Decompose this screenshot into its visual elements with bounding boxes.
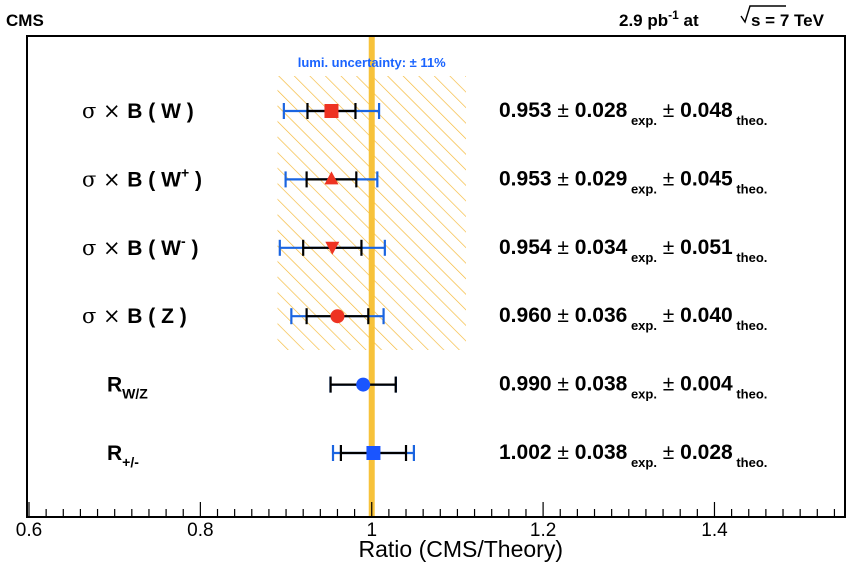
lumi-uncertainty-band [277,37,466,516]
lumi-uncertainty-label: lumi. uncertainty: ± 11% [298,55,446,70]
lumi-value: 2.9 pb [619,11,668,30]
row-label: σ × B ( W- ) [82,233,198,260]
unity-line [369,37,375,516]
measurement-row: RW/Z 0.990 ± 0.038 exp. ± 0.004 theo. [107,373,767,402]
row-result: 0.960 ± 0.036 exp. ± 0.040 theo. [499,304,767,333]
x-axis-label: Ratio (CMS/Theory) [359,536,563,562]
data-point-square [324,104,338,118]
row-label: RW/Z [107,374,148,402]
lumi-exponent: -1 [668,8,679,22]
lumi-at: at [679,11,704,30]
row-label: σ × B ( W ) [82,99,194,123]
row-result: 0.990 ± 0.038 exp. ± 0.004 theo. [499,373,767,402]
energy-value: s = 7 TeV [751,11,825,30]
lumi-energy-label: 2.9 pb-1 at s = 7 TeV [619,6,825,30]
measurement-row: R+/- 1.002 ± 0.038 exp. ± 0.028 theo. [107,441,767,470]
row-result: 0.954 ± 0.034 exp. ± 0.051 theo. [499,236,767,265]
row-label: σ × B ( Z ) [82,304,187,328]
x-tick-label: 1.4 [701,520,728,541]
data-point-circle [356,378,370,392]
row-label: σ × B ( W+ ) [82,164,202,191]
row-result: 1.002 ± 0.038 exp. ± 0.028 theo. [499,441,767,470]
data-point-circle [330,309,344,323]
row-label: R+/- [107,442,139,470]
svg-text:2.9 pb-1 at: 2.9 pb-1 at [619,8,703,30]
x-tick-label: 0.8 [187,520,213,541]
x-tick-label: 0.6 [16,520,42,541]
data-point-square [366,446,380,460]
experiment-label: CMS [6,11,44,30]
row-result: 0.953 ± 0.029 exp. ± 0.045 theo. [499,167,767,196]
row-result: 0.953 ± 0.028 exp. ± 0.048 theo. [499,99,767,128]
